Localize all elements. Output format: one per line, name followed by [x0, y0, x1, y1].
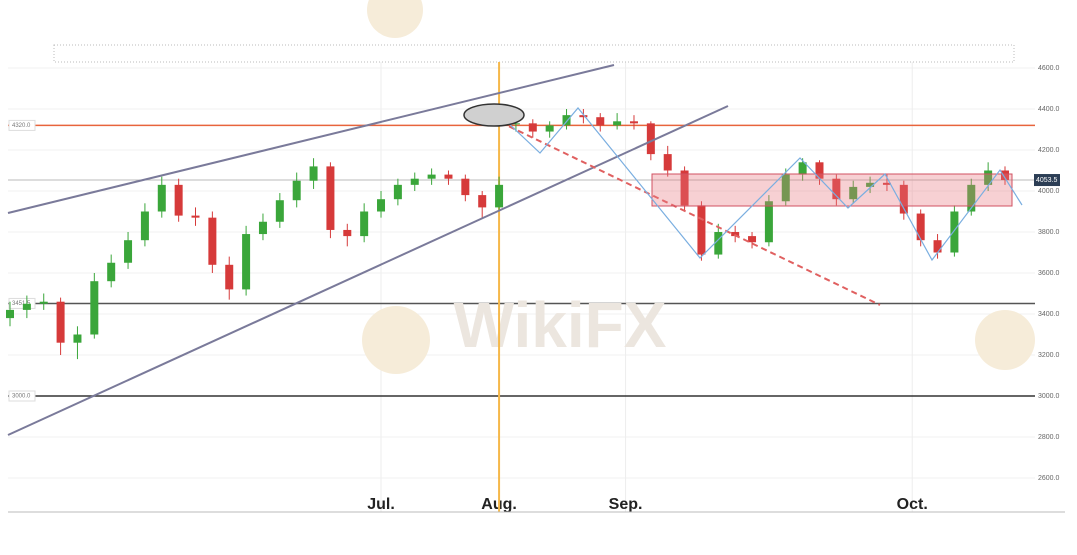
candle-body — [377, 199, 386, 212]
candle-body — [6, 309, 14, 319]
candle-body — [1001, 170, 1009, 181]
candle-body — [191, 215, 200, 218]
candle-body — [629, 121, 638, 124]
y-tick-label: 3800.0 — [1038, 229, 1060, 236]
candle-body — [107, 262, 116, 282]
y-tick-label: 4400.0 — [1038, 106, 1060, 113]
candle-body — [22, 303, 31, 310]
y-tick-label: 4000.0 — [1038, 188, 1060, 195]
last-price-box — [1034, 174, 1060, 187]
candle-body — [748, 236, 757, 243]
candle-body — [410, 178, 419, 185]
level-label-box — [8, 390, 36, 402]
watermark-logo — [367, 0, 423, 38]
candle-body — [798, 162, 807, 175]
watermark: WikiFX — [454, 289, 667, 361]
level-label: 3000.0 — [12, 394, 31, 400]
candle-body — [866, 182, 875, 187]
candle-body — [950, 211, 959, 253]
x-tick-label: Jul. — [367, 496, 395, 513]
level-label: 3451.5 — [12, 301, 31, 307]
candle-body — [427, 174, 436, 179]
candle-body — [393, 184, 402, 200]
candle-body — [73, 334, 82, 343]
zigzag — [504, 107, 1023, 262]
y-tick-label: 2600.0 — [1038, 475, 1060, 482]
candle-body — [613, 121, 622, 126]
candle-body — [663, 154, 672, 171]
candle-body — [258, 221, 267, 235]
candle-body — [208, 217, 217, 265]
candle-body — [815, 162, 824, 179]
candle-body — [764, 201, 773, 243]
candle-body — [511, 123, 520, 125]
candle-body — [680, 170, 689, 206]
candle-body — [916, 213, 925, 241]
candle-body — [39, 301, 48, 304]
channel-lower — [7, 105, 729, 436]
candle-body — [360, 211, 369, 237]
candle-body — [242, 234, 251, 290]
candle-body — [731, 232, 740, 237]
y-tick-label: 3600.0 — [1038, 270, 1060, 277]
candle-body — [140, 211, 149, 241]
candle-body — [326, 166, 335, 230]
candle-body — [714, 232, 723, 255]
candle-body — [225, 264, 234, 290]
candle-body — [90, 281, 99, 335]
y-tick-label: 4200.0 — [1038, 147, 1060, 154]
candle-body — [528, 123, 537, 132]
dotted-box — [53, 44, 1015, 63]
candle-body — [478, 195, 487, 208]
highlight-ellipse — [463, 103, 525, 127]
candle-body — [275, 200, 284, 222]
candle-body — [933, 240, 942, 253]
candle-body — [646, 123, 655, 155]
x-tick-label: Oct. — [897, 496, 928, 513]
candle-body — [292, 180, 301, 201]
candle-body — [984, 170, 993, 185]
candle-body — [309, 166, 318, 181]
candle-body — [596, 117, 605, 126]
last-price-label: 4053.5 — [1036, 177, 1058, 184]
candle-body — [461, 178, 470, 196]
candle-body — [495, 184, 504, 208]
candle-body — [56, 301, 65, 343]
candle-body — [967, 184, 976, 212]
candle-body — [562, 115, 571, 126]
candle-body — [545, 125, 554, 132]
candle-body — [849, 186, 858, 200]
y-tick-label: 3000.0 — [1038, 393, 1060, 400]
candle-body — [343, 229, 352, 237]
channel-upper — [7, 64, 615, 214]
candle-body — [832, 178, 841, 200]
candle-body — [579, 115, 588, 118]
y-tick-label: 3400.0 — [1038, 311, 1060, 318]
x-tick-label: Sep. — [609, 496, 643, 513]
level-label-box — [8, 297, 36, 309]
candle-body — [781, 174, 790, 202]
level-label: 4320.0 — [12, 123, 31, 129]
candle-body — [124, 240, 133, 263]
candle-body — [157, 184, 166, 212]
y-tick-label: 4600.0 — [1038, 65, 1060, 72]
candle-body — [899, 184, 908, 214]
range-box — [651, 173, 1013, 207]
candle-body — [882, 182, 891, 185]
watermark-logo — [362, 306, 430, 374]
candle-body — [174, 184, 183, 216]
candle-body — [697, 205, 706, 255]
y-tick-label: 2800.0 — [1038, 434, 1060, 441]
trend-dashed — [499, 121, 881, 306]
level-label-box — [8, 119, 36, 131]
candle-body — [444, 174, 453, 179]
y-tick-label: 3200.0 — [1038, 352, 1060, 359]
watermark-logo — [975, 310, 1035, 370]
